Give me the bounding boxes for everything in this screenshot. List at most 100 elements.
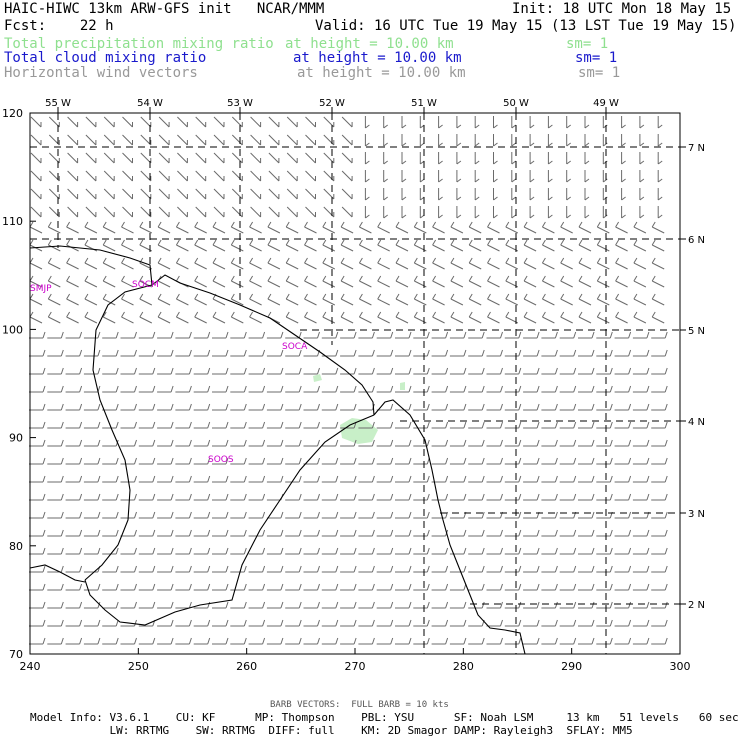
wind-barb — [438, 188, 443, 201]
wind-barb — [193, 457, 211, 465]
wind-barb — [651, 367, 668, 375]
wind-barb — [395, 493, 412, 501]
wind-barb — [193, 583, 211, 591]
wind-barb — [83, 331, 101, 339]
wind-barb — [547, 152, 553, 165]
wind-barb — [358, 439, 375, 447]
wind-barb — [486, 601, 503, 609]
wind-barb — [341, 206, 353, 218]
wind-barb — [285, 439, 302, 447]
wind-barb — [559, 367, 577, 375]
wind-barb — [212, 421, 229, 429]
wind-barb — [322, 275, 336, 288]
wind-barb — [340, 239, 354, 252]
wind-barb — [358, 547, 375, 555]
wind-barb — [541, 221, 555, 234]
wind-barb — [29, 403, 46, 411]
wind-barb — [304, 293, 317, 306]
wind-barb — [431, 493, 449, 501]
wind-barb — [85, 206, 97, 218]
wind-barb — [30, 152, 42, 164]
wind-barb — [358, 349, 375, 357]
wind-barb — [602, 170, 608, 183]
wind-barb — [65, 619, 83, 627]
wind-barb — [596, 529, 613, 537]
wind-barb — [614, 367, 632, 375]
wind-barb — [102, 421, 119, 429]
wind-barb — [596, 619, 613, 627]
wind-barb — [285, 403, 302, 411]
wind-barb — [138, 331, 156, 339]
precip-patch — [400, 382, 405, 390]
wind-barb — [29, 637, 46, 645]
wind-barb — [122, 116, 133, 128]
wind-barb — [268, 152, 280, 164]
wind-barb — [504, 439, 522, 447]
wind-barb — [47, 311, 61, 324]
wind-barb — [230, 493, 247, 501]
wind-barb — [541, 619, 558, 627]
wind-barb — [395, 583, 412, 591]
wind-barb — [486, 421, 503, 429]
wind-barb — [321, 403, 339, 411]
wind-barb — [395, 275, 409, 288]
wind-barb — [29, 439, 46, 447]
wind-barb — [487, 275, 500, 288]
wind-barb — [651, 349, 668, 357]
wind-barb — [213, 188, 225, 200]
wind-barb — [157, 457, 174, 465]
coastline-segment — [29, 245, 375, 416]
wind-barb — [559, 457, 577, 465]
wind-barb — [305, 152, 316, 164]
wind-barb — [47, 511, 64, 519]
wind-barb — [358, 257, 372, 270]
wind-barb — [578, 601, 595, 609]
wind-barb — [395, 221, 409, 234]
wind-barb — [138, 367, 156, 375]
wind-barb — [157, 349, 174, 357]
wind-barb — [376, 511, 394, 519]
wind-barb — [541, 511, 558, 519]
coastline-segment — [84, 414, 375, 626]
wind-barb — [486, 331, 503, 339]
wind-barb — [615, 221, 628, 234]
wind-barb — [376, 565, 394, 573]
wind-barb — [138, 493, 156, 501]
wind-barb — [341, 170, 353, 182]
wind-barb — [321, 331, 339, 339]
field-cloud-name: Total cloud mixing ratio — [4, 50, 207, 66]
wind-barb — [175, 293, 189, 306]
wind-barb — [102, 583, 119, 591]
wind-barb — [358, 511, 375, 519]
wind-barb — [376, 547, 394, 555]
wind-barb — [504, 583, 522, 591]
wind-barb — [65, 349, 83, 357]
wind-barb — [449, 331, 467, 339]
wind-barb — [102, 385, 119, 393]
wind-barb — [596, 385, 613, 393]
wind-barb — [175, 601, 192, 609]
wind-barb — [157, 331, 174, 339]
model-info-line2: LW: RRTMG SW: RRTMG DIFF: full KM: 2D Sm… — [30, 724, 633, 737]
wind-barb — [321, 367, 339, 375]
wind-barb — [103, 188, 115, 200]
wind-barb — [523, 311, 537, 324]
wind-barb — [305, 170, 316, 182]
wind-barb — [560, 311, 573, 324]
wind-barb — [493, 206, 498, 219]
wind-barb — [29, 619, 46, 627]
wind-barb — [474, 134, 480, 147]
wind-barb — [83, 457, 101, 465]
wind-barb — [614, 403, 632, 411]
wind-barb — [468, 457, 485, 465]
wind-barb — [175, 311, 189, 324]
wind-barb — [651, 583, 668, 591]
wind-barb — [559, 583, 577, 591]
wind-barb — [450, 221, 464, 234]
wind-barb — [120, 331, 137, 339]
wind-barb — [523, 493, 540, 501]
wind-barb — [541, 239, 555, 252]
wind-barb — [632, 367, 650, 375]
wind-barb — [438, 206, 443, 219]
